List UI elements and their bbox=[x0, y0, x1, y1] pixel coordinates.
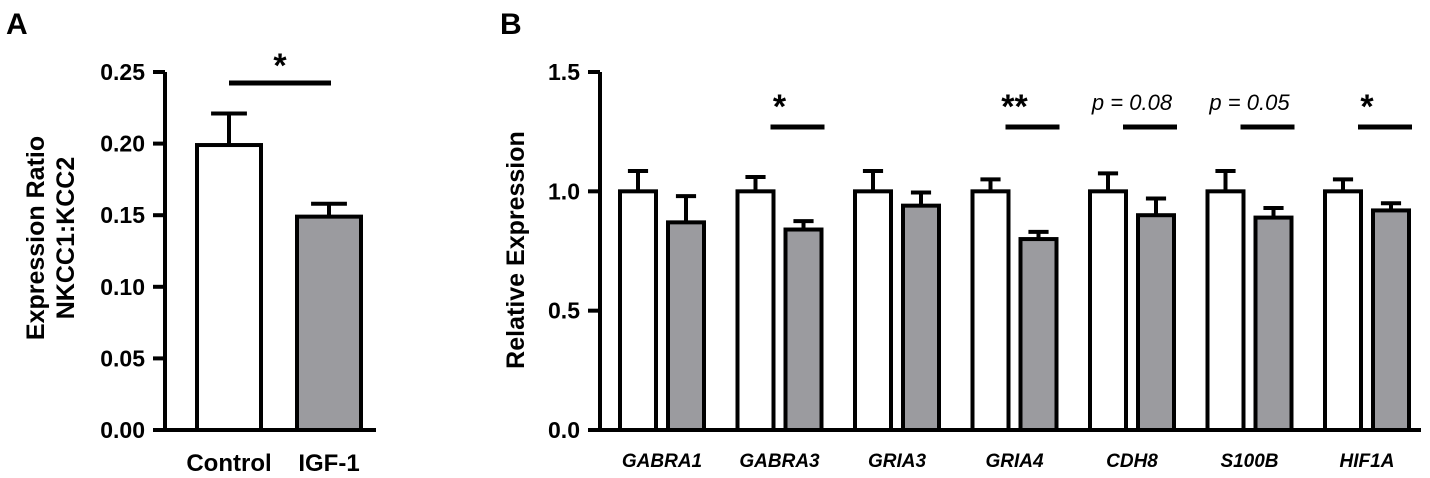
panel-a-category-labels: Control IGF-1 bbox=[186, 450, 359, 477]
bar bbox=[1205, 189, 1246, 432]
category-label: IGF-1 bbox=[298, 450, 359, 477]
panel-a-error-bars bbox=[211, 111, 347, 217]
category-label: Control bbox=[186, 450, 271, 477]
panel-b-bars bbox=[618, 189, 1411, 432]
category-label: S100B bbox=[1220, 451, 1278, 472]
bar bbox=[618, 189, 658, 432]
bar bbox=[783, 227, 824, 432]
panel-b-error-bars bbox=[627, 169, 1402, 240]
y-tick-label: 1.0 bbox=[548, 178, 580, 204]
y-tick-label: 0.00 bbox=[100, 417, 145, 443]
bar bbox=[295, 214, 363, 432]
y-tick-label: 1.5 bbox=[548, 59, 580, 85]
bar bbox=[901, 203, 941, 432]
category-label: GABRA1 bbox=[622, 451, 702, 472]
panel-b-y-axis-label: Relative Expression bbox=[502, 131, 530, 369]
category-label: GABRA3 bbox=[739, 451, 820, 472]
panel-a-label: A bbox=[6, 8, 28, 41]
category-label: GRIA4 bbox=[985, 451, 1044, 472]
panel-a: A Expression Ratio NKCC1:KCC2 0.000.050.… bbox=[6, 8, 376, 477]
bar bbox=[970, 189, 1011, 432]
y-tick-label: 0.0 bbox=[548, 417, 580, 443]
bar bbox=[735, 189, 776, 432]
panel-a-y-axis-label-line2: NKCC1:KCC2 bbox=[52, 157, 80, 320]
significance-label: * bbox=[273, 47, 287, 85]
panel-b-category-labels: GABRA1 GABRA3 GRIA3 GRIA4 CDH8 S100B HIF1A bbox=[622, 451, 1395, 472]
bar bbox=[195, 143, 263, 432]
bar bbox=[1371, 208, 1411, 432]
category-label: HIF1A bbox=[1340, 451, 1395, 472]
bar bbox=[666, 220, 706, 432]
significance-label: * bbox=[1360, 88, 1374, 126]
significance-label: p = 0.08 bbox=[1091, 90, 1173, 115]
bar bbox=[1253, 215, 1294, 432]
y-tick-label: 0.10 bbox=[100, 274, 145, 300]
panel-b: B Relative Expression 0.0 0.5 1.0 1.5 GABRA… bbox=[500, 8, 1421, 472]
significance-label: ** bbox=[1001, 88, 1028, 126]
panel-a-significance: * bbox=[229, 47, 331, 86]
y-tick-label: 0.05 bbox=[100, 345, 145, 371]
y-tick-label: 0.20 bbox=[100, 131, 145, 157]
y-tick-label: 0.15 bbox=[100, 202, 145, 228]
y-tick-label: 0.25 bbox=[100, 59, 145, 85]
panel-a-bars bbox=[195, 143, 363, 432]
panel-a-y-axis-label-line1: Expression Ratio bbox=[22, 136, 50, 340]
category-label: GRIA3 bbox=[868, 451, 927, 472]
panel-b-y-ticks: 0.0 0.5 1.0 1.5 bbox=[548, 59, 600, 443]
panel-b-label: B bbox=[500, 8, 522, 41]
bar bbox=[1088, 189, 1128, 432]
significance-label: p = 0.05 bbox=[1208, 90, 1290, 115]
category-label: CDH8 bbox=[1106, 451, 1158, 472]
bar bbox=[1136, 213, 1176, 432]
y-tick-label: 0.5 bbox=[548, 298, 580, 324]
bar bbox=[853, 189, 893, 432]
bar bbox=[1018, 237, 1059, 432]
bar bbox=[1323, 189, 1363, 432]
significance-label: * bbox=[773, 88, 787, 126]
panel-b-significance: * ** p = 0.08 p = 0.05 * bbox=[770, 88, 1412, 130]
panel-a-y-ticks: 0.00 0.05 0.10 0.15 0.20 0.25 bbox=[100, 59, 165, 443]
